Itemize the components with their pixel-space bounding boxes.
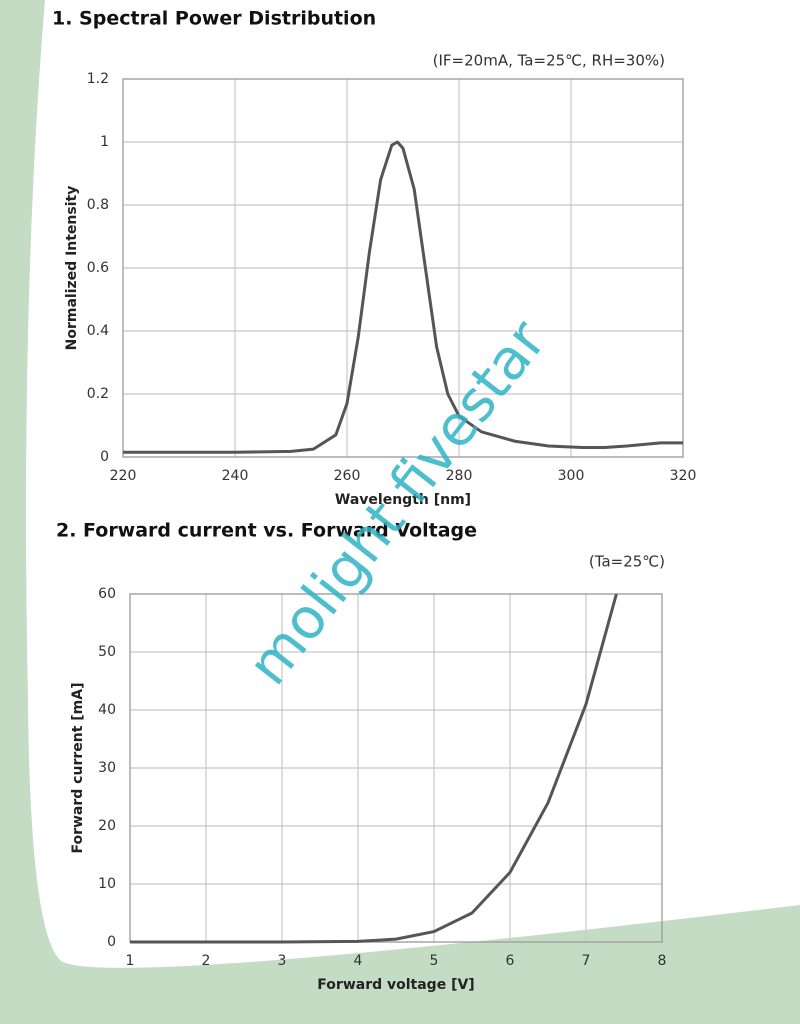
x-tick-label: 5 (430, 953, 439, 969)
chart-subtitle: (Ta=25℃) (589, 553, 665, 571)
x-axis-label: Forward voltage [V] (317, 977, 474, 993)
x-tick-label: 260 (334, 468, 361, 484)
watermark: molight fivestar (236, 308, 560, 697)
y-tick-label: 1 (100, 134, 109, 150)
x-tick-label: 8 (658, 953, 667, 969)
y-tick-label: 0 (107, 934, 116, 950)
y-tick-label: 1.2 (87, 71, 109, 87)
plot-frame (122, 78, 684, 458)
chart-subtitle: (IF=20mA, Ta=25℃, RH=30%) (433, 52, 665, 70)
x-tick-label: 320 (670, 468, 697, 484)
x-tick-label: 220 (110, 468, 137, 484)
x-axis-label: Wavelength [nm] (335, 492, 471, 508)
y-tick-label: 30 (98, 760, 116, 776)
y-tick-label: 0.6 (87, 260, 109, 276)
x-tick-label: 7 (582, 953, 591, 969)
y-tick-label: 0.8 (87, 197, 109, 213)
chart-title: 2. Forward current vs. Forward Voltage (56, 520, 477, 542)
x-tick-label: 4 (354, 953, 363, 969)
y-axis-label: Forward current [mA] (70, 682, 86, 853)
y-tick-label: 50 (98, 644, 116, 660)
y-tick-label: 0 (100, 449, 109, 465)
x-tick-label: 2 (202, 953, 211, 969)
x-tick-label: 300 (558, 468, 585, 484)
x-tick-label: 1 (126, 953, 135, 969)
x-tick-label: 280 (446, 468, 473, 484)
data-line (123, 140, 683, 454)
y-tick-label: 10 (98, 876, 116, 892)
y-tick-label: 20 (98, 818, 116, 834)
y-tick-label: 0.2 (87, 386, 109, 402)
x-tick-label: 3 (278, 953, 287, 969)
y-tick-label: 40 (98, 702, 116, 718)
charts: 1. Spectral Power Distribution (IF=20mA, … (52, 8, 696, 994)
data-line (130, 593, 618, 944)
chart-title: 1. Spectral Power Distribution (52, 8, 376, 30)
y-tick-label: 0.4 (87, 323, 109, 339)
x-tick-label: 240 (222, 468, 249, 484)
y-axis-label: Normalized Intensity (64, 186, 80, 351)
plot-frame (129, 593, 663, 943)
x-tick-label: 6 (506, 953, 515, 969)
y-tick-label: 60 (98, 586, 116, 602)
